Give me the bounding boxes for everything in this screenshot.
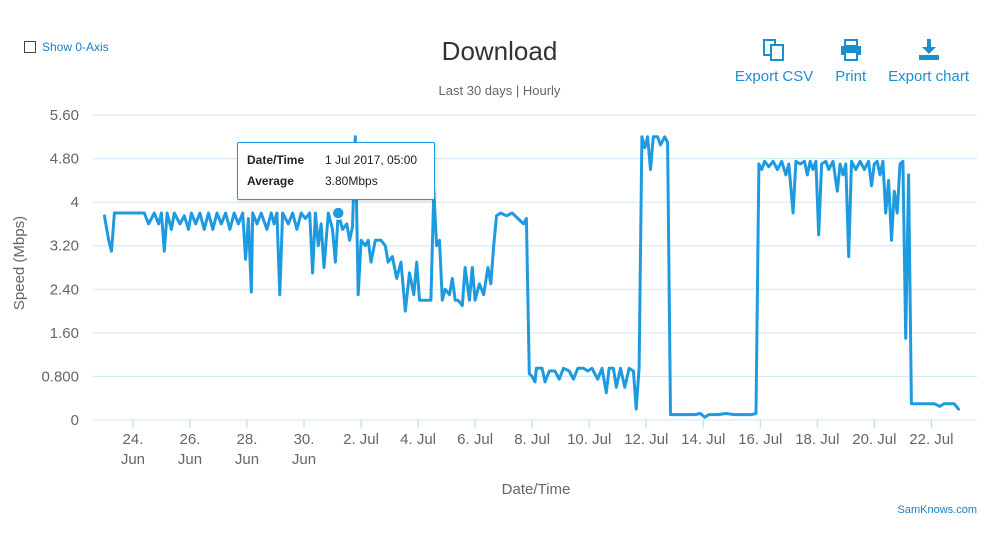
x-tick-label-month: Jun [178, 451, 202, 468]
x-axis-title: Date/Time [502, 481, 571, 498]
x-tick-label: 22. Jul [909, 431, 953, 448]
series-layer [102, 135, 960, 419]
y-tick-label: 3.20 [50, 238, 79, 255]
x-tick-label: 26. [180, 431, 201, 448]
x-tick-label: 30. [294, 431, 315, 448]
tooltip-date-value: 1 Jul 2017, 05:00 [325, 153, 418, 167]
x-tick-label-month: Jun [121, 451, 145, 468]
x-tick-label: 6. Jul [457, 431, 493, 448]
y-axis-title: Speed (Mbps) [11, 216, 28, 310]
data-tooltip: Date/Time 1 Jul 2017, 05:00 Average 3.80… [237, 142, 435, 200]
y-tick-label: 1.60 [50, 325, 79, 342]
x-tick-label: 8. Jul [514, 431, 550, 448]
toolbar: Export CSV Print Export chart [735, 38, 969, 85]
x-tick-label: 20. Jul [852, 431, 896, 448]
x-tick-label: 18. Jul [795, 431, 839, 448]
y-tick-label: 0.800 [41, 368, 79, 385]
tooltip-date-label: Date/Time [247, 153, 305, 167]
x-tick-label: 24. [122, 431, 143, 448]
x-tick-label: 10. Jul [567, 431, 611, 448]
y-tick-label: 4 [71, 194, 79, 211]
x-tick-label: 12. Jul [624, 431, 668, 448]
print-label: Print [835, 68, 867, 85]
samknows-credit-link[interactable]: SamKnows.com [897, 504, 977, 516]
y-tick-label: 4.80 [50, 151, 79, 168]
chart-subtitle: Last 30 days | Hourly [438, 83, 561, 98]
x-tick-label-month: Jun [235, 451, 259, 468]
print-button[interactable]: Print [835, 38, 866, 85]
x-tick-label-month: Jun [292, 451, 316, 468]
x-tick-label: 4. Jul [400, 431, 436, 448]
export-chart-button[interactable]: Export chart [888, 38, 969, 85]
checkbox-icon[interactable] [24, 41, 36, 53]
copy-document-icon [763, 39, 785, 61]
printer-icon [840, 39, 861, 61]
chart-title: Download [441, 36, 558, 66]
highlighted-point-marker[interactable] [331, 206, 345, 220]
download-icon [918, 39, 939, 60]
x-tick-label: 2. Jul [343, 431, 379, 448]
y-tick-label: 5.60 [50, 107, 79, 124]
export-chart-label: Export chart [888, 68, 969, 85]
tooltip-average-value: 3.80Mbps [325, 174, 378, 188]
tooltip-average-label: Average [247, 174, 294, 188]
export-csv-label: Export CSV [734, 68, 814, 85]
x-axis-ticks: 24. Jun 26. Jun 28. Jun 30. Jun 2. Jul 4. Jul 6. J… [121, 420, 953, 468]
y-tick-label: 0 [71, 412, 79, 429]
y-axis-ticks: 0 0.800 1.60 2.40 3.20 4 4.80 5.60 [41, 107, 79, 429]
show-zero-axis-toggle[interactable]: Show 0-Axis [24, 40, 109, 54]
x-tick-label: 28. [237, 431, 258, 448]
x-tick-label: 14. Jul [681, 431, 725, 448]
y-tick-label: 2.40 [50, 281, 79, 298]
show-zero-axis-label: Show 0-Axis [42, 40, 109, 54]
download-series-line [102, 135, 960, 419]
export-csv-button[interactable]: Export CSV [735, 38, 813, 85]
x-tick-label: 16. Jul [738, 431, 782, 448]
